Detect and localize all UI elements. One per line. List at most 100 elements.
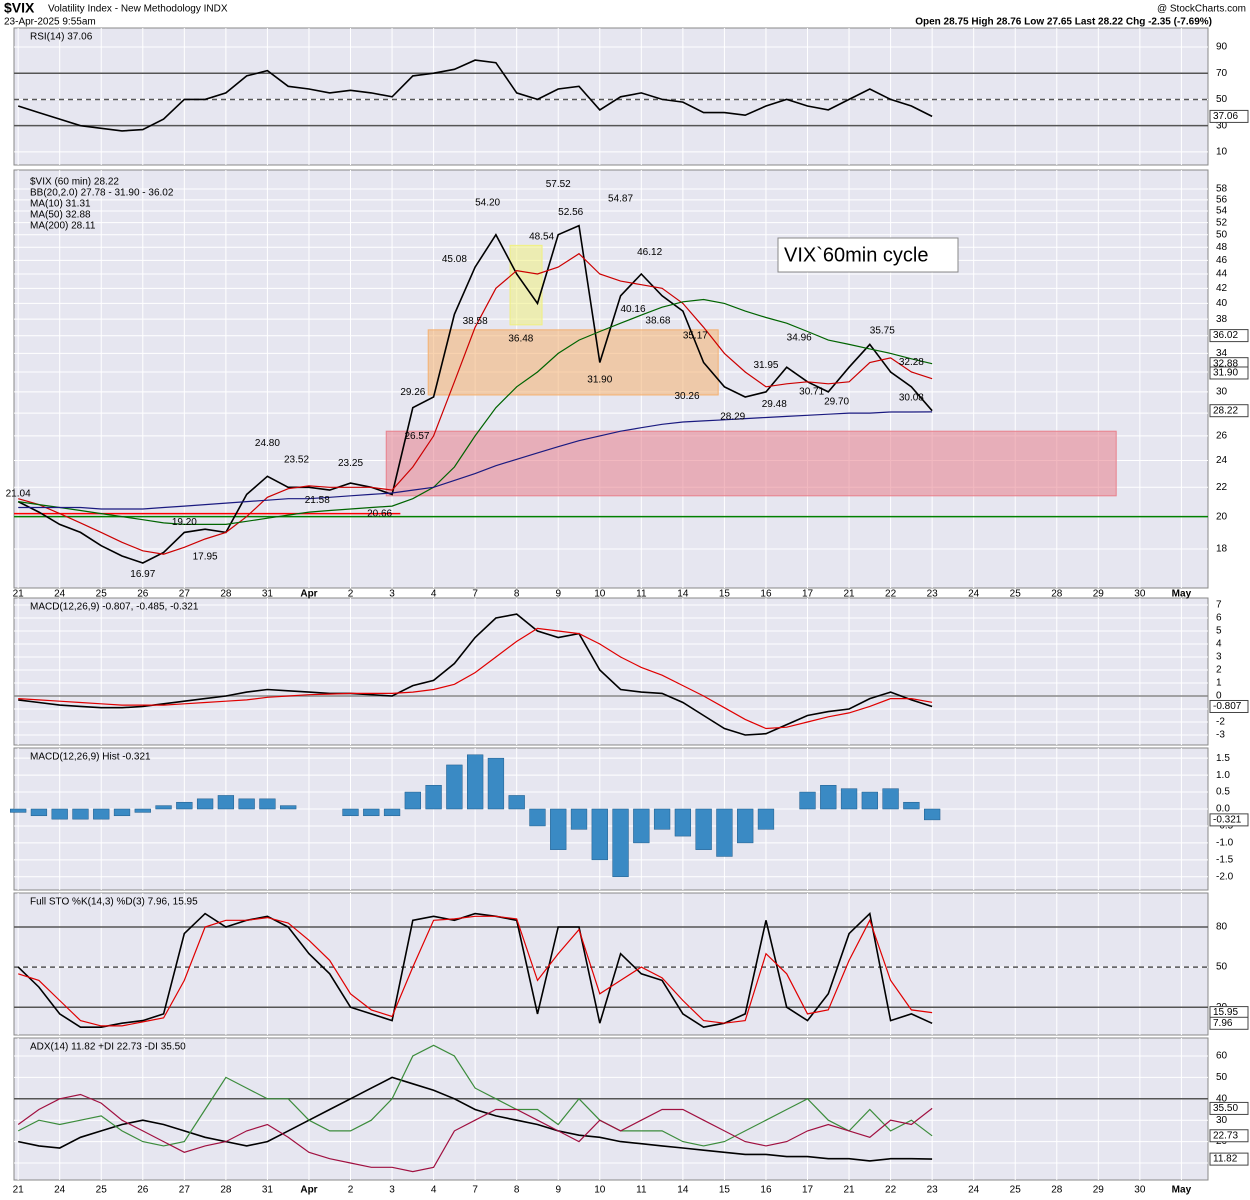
histogram-bar [30, 808, 48, 817]
value-tag-label: 22.73 [1213, 1130, 1238, 1141]
value-tag [1209, 1101, 1249, 1115]
series-line [17, 1044, 933, 1147]
y-tick-label: 0.0 [1216, 804, 1230, 815]
data-label: 29.70 [824, 397, 849, 408]
histogram-bar [820, 785, 837, 810]
data-label: 34.96 [787, 332, 812, 343]
value-tag-label: 35.50 [1213, 1103, 1238, 1114]
x-tick-label: 22 [885, 1185, 897, 1196]
histogram-bar [363, 808, 380, 817]
y-tick-label: -3 [1216, 730, 1225, 741]
note-box [777, 237, 959, 273]
x-tick-label: 30 [1134, 1185, 1146, 1196]
x-tick-label: 25 [96, 1185, 108, 1196]
x-tick-label: 8 [514, 589, 520, 600]
histogram-bar [383, 808, 401, 817]
y-tick-label: 1 [1216, 678, 1222, 689]
histogram-bar [633, 808, 650, 844]
x-tick-label: 7 [472, 589, 478, 600]
x-tick-label: 11 [636, 1185, 647, 1196]
histogram-bar [259, 798, 276, 810]
y-tick-label: -2.0 [1216, 871, 1234, 882]
panel-title: ADX(14) 11.82 +DI 22.73 -DI 35.50 [30, 1042, 186, 1053]
data-label: 30.26 [675, 391, 700, 402]
x-tick-label: 17 [802, 1185, 814, 1196]
panel-background [13, 892, 1209, 1036]
panel-background [13, 27, 1209, 166]
data-label: 20.66 [367, 508, 392, 519]
y-tick-label: 54 [1216, 206, 1228, 217]
x-tick-label: 28 [1051, 1185, 1063, 1196]
series-line [17, 59, 933, 132]
y-tick-label: 50 [1216, 94, 1228, 105]
zone [509, 244, 543, 326]
x-tick-label: 22 [885, 589, 897, 600]
x-tick-label: 24 [54, 589, 66, 600]
histogram-bar [737, 808, 754, 844]
histogram-bar [342, 808, 359, 817]
y-tick-label: 10 [1216, 147, 1228, 158]
value-tag [1209, 404, 1249, 418]
data-label: 52.56 [558, 207, 583, 218]
histogram-bar [217, 795, 235, 810]
panel-title: MACD(12,26,9) Hist -0.321 [30, 752, 151, 763]
panel-title: Full STO %K(14,3) %D(3) 7.96, 15.95 [30, 897, 198, 908]
data-label: 26.57 [404, 431, 429, 442]
x-tick-label: 9 [555, 589, 561, 600]
data-label: 57.52 [546, 179, 571, 190]
x-tick-label: 21 [13, 1185, 25, 1196]
x-tick-label: 28 [220, 1185, 232, 1196]
data-label: 31.95 [753, 360, 778, 371]
series-line [18, 298, 933, 525]
y-tick-label: 38 [1216, 314, 1228, 325]
histogram-bar [861, 791, 878, 810]
value-tag-label: 11.82 [1213, 1154, 1238, 1165]
histogram-bar [155, 805, 172, 810]
y-tick-label: 0.5 [1216, 787, 1230, 798]
y-tick-label: 1.5 [1216, 753, 1230, 764]
histogram-bar [425, 785, 442, 810]
x-tick-label: 24 [54, 1185, 66, 1196]
value-tag-label: 36.02 [1213, 330, 1238, 341]
histogram-bar [923, 808, 941, 821]
value-tag-label: 37.06 [1213, 111, 1238, 122]
y-tick-label: 44 [1216, 269, 1228, 280]
histogram-bar [280, 805, 297, 810]
histogram-bar [612, 808, 629, 878]
y-tick-label: 90 [1216, 42, 1228, 53]
value-tag [1209, 329, 1249, 343]
histogram-bar [196, 798, 214, 810]
data-label: 30.71 [799, 386, 824, 397]
legend-entry: $VIX (60 min) 28.22 [30, 177, 119, 188]
histogram-bar [695, 808, 712, 850]
zone [427, 329, 719, 396]
value-tag [1209, 813, 1249, 827]
legend-entry: MA(50) 32.88 [30, 210, 91, 221]
y-tick-label: 50 [1216, 229, 1228, 240]
x-tick-label: 3 [389, 589, 395, 600]
x-tick-label: 16 [760, 589, 772, 600]
x-tick-label: 14 [677, 1185, 689, 1196]
x-tick-label: 26 [137, 1185, 149, 1196]
histogram-bar [487, 757, 505, 810]
series-line [17, 912, 933, 1029]
y-tick-label: 70 [1216, 68, 1228, 79]
histogram-bar [113, 808, 131, 817]
data-label: 19.20 [172, 517, 197, 528]
histogram-bar [716, 808, 733, 857]
x-tick-label: 15 [719, 589, 731, 600]
y-tick-label: 60 [1216, 1051, 1228, 1062]
y-tick-label: 0 [1216, 691, 1222, 702]
value-tag [1209, 1016, 1249, 1030]
data-label: 23.25 [338, 458, 363, 469]
series-line [18, 1076, 933, 1162]
x-tick-label: 29 [1093, 589, 1105, 600]
x-tick-label: 15 [719, 1185, 731, 1196]
value-tag-label: -0.807 [1213, 701, 1242, 712]
x-tick-label: 14 [677, 589, 689, 600]
chart-date: 23-Apr-2025 9:55am [4, 17, 96, 28]
y-tick-label: 46 [1216, 255, 1228, 266]
y-tick-label: 40 [1216, 298, 1228, 309]
value-tag-label: 32.88 [1213, 358, 1238, 369]
